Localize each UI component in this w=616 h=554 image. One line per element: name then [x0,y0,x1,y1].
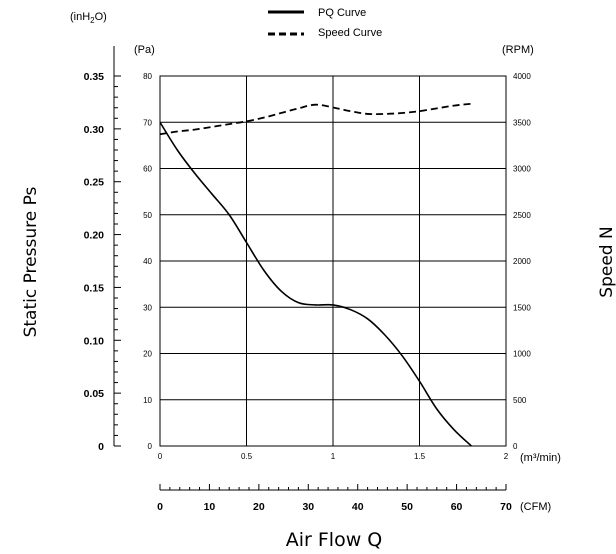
pa-tick-label: 10 [143,396,152,405]
pa-tick-label: 20 [143,350,152,359]
pa-unit-label: (Pa) [134,44,155,56]
inh2o-tick-label: 0.20 [84,230,105,242]
m3min-tick-label: 1.5 [414,452,426,461]
inh2o-tick-label: 0.10 [84,335,105,347]
pa-tick-label: 40 [143,257,152,266]
inh2o-tick-label: 0.25 [84,177,105,189]
inh2o-tick-label: 0.05 [84,388,105,400]
inh2o-tick-label: 0.30 [84,124,105,136]
m3min-tick-label: 2 [504,452,509,461]
m3min-tick-label: 0.5 [241,452,253,461]
cfm-tick-label: 10 [204,501,216,513]
legend-pq-label: PQ Curve [318,7,366,19]
rpm-tick-label: 2500 [513,211,531,220]
pa-tick-label: 50 [143,211,152,220]
x-axis-title: Air Flow Q [286,529,383,551]
cfm-unit-label: (CFM) [520,501,551,513]
cfm-tick-label: 60 [451,501,463,513]
pa-tick-label: 80 [143,72,152,81]
pa-tick-label: 70 [143,118,152,127]
pa-tick-label: 0 [148,442,153,451]
cfm-tick-label: 20 [253,501,265,513]
plot-frame [159,75,507,447]
speed-curve-line [159,102,472,136]
inh2o-unit-part-1: (inH [70,11,90,23]
inh2o-unit-part-2: O) [95,11,107,23]
cfm-tick-label: 30 [302,501,314,513]
rpm-tick-label: 4000 [513,72,531,81]
m3min-tick-label: 0 [158,452,163,461]
rpm-tick-label: 3500 [513,118,531,127]
rpm-tick-label: 1500 [513,303,531,312]
inh2o-unit-subscript: 2 [90,16,95,25]
y-axis-title-right: Speed N [597,226,616,297]
pq-curve-line [159,121,472,447]
rpm-unit-label: (RPM) [502,44,534,56]
inh2o-tick-label: 0 [98,441,104,453]
m3min-tick-label: 1 [331,452,336,461]
m3min-unit-label: (m³/min) [520,452,561,464]
rpm-tick-label: 3000 [513,165,531,174]
legend-speed-label: Speed Curve [318,27,382,39]
rpm-tick-label: 1000 [513,350,531,359]
inh2o-unit-label: (inH2O) [70,11,107,25]
inh2o-tick-label: 0.15 [84,282,105,294]
rpm-tick-label: 500 [513,396,527,405]
rpm-tick-label: 2000 [513,257,531,266]
series [159,102,472,447]
pa-tick-label: 30 [143,303,152,312]
cfm-tick-label: 40 [352,501,364,513]
pa-tick-label: 60 [143,165,152,174]
cfm-tick-label: 0 [157,501,163,513]
cfm-tick-label: 50 [401,501,413,513]
inh2o-tick-label: 0.35 [84,71,105,83]
cfm-tick-label: 70 [500,501,512,513]
grid [160,76,506,446]
y-axis-title: Static Pressure Ps [21,186,41,337]
legend: PQ Curve Speed Curve [268,7,382,39]
rpm-tick-label: 0 [513,442,518,451]
